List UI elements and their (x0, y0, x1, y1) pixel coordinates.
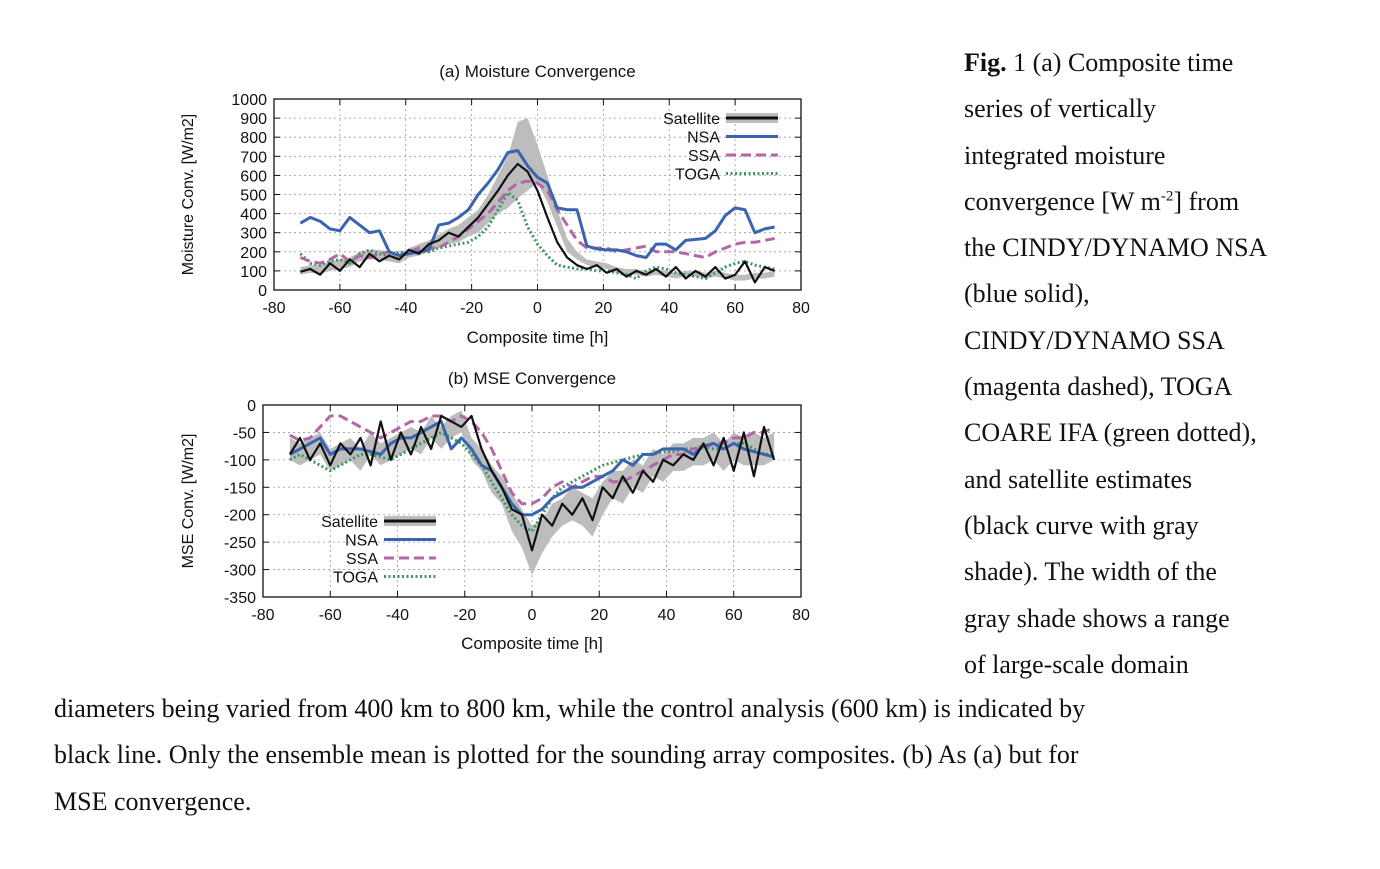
caption-line-5: the CINDY/DYNAMO NSA (964, 233, 1268, 263)
y-tick-label: 200 (240, 245, 267, 262)
legend-label: NSA (345, 533, 378, 550)
caption-line-9: COARE IFA (green dotted), (964, 418, 1257, 448)
satellite-range-shade (289, 410, 775, 576)
y-tick-label: 600 (240, 168, 267, 185)
x-tick-label: -60 (319, 607, 342, 624)
caption-full-line-3: MSE convergence. (54, 786, 252, 816)
caption-line-10: and satellite estimates (964, 464, 1193, 494)
grid (274, 99, 801, 290)
y-axis-label: Moisture Conv. [W/m2] (180, 114, 197, 276)
caption-line-11: (black curve with gray (964, 510, 1199, 540)
series-line-nsa (299, 149, 775, 260)
y-tick-label: -350 (224, 590, 256, 607)
x-tick-label: 80 (792, 607, 810, 624)
caption-full-line-2: black line. Only the ensemble mean is pl… (54, 740, 1079, 770)
y-tick-label: 1000 (231, 92, 267, 109)
series-line-nsa (289, 419, 775, 517)
x-tick-label: -80 (262, 300, 285, 317)
x-tick-label: -80 (251, 607, 274, 624)
caption-units-superscript: -2 (1160, 188, 1174, 205)
y-tick-label: 800 (240, 130, 267, 147)
x-tick-label: 0 (533, 300, 542, 317)
y-tick-label: 0 (258, 283, 267, 300)
mse-convergence-chart: -80 -60 -40 -20 0 20 40 60 800-50-100-150-200-25… (180, 369, 810, 653)
caption-line-12: shade). The width of the (964, 557, 1217, 587)
caption-line-2: series of vertically (964, 94, 1157, 124)
caption-line-4: convergence [W m-2] from (964, 186, 1240, 216)
x-tick-label: 20 (590, 607, 608, 624)
chart-title: (a) Moisture Convergence (439, 62, 636, 81)
legend-label: TOGA (675, 167, 720, 184)
legend-label: SSA (346, 551, 378, 568)
x-tick-label: 20 (594, 300, 612, 317)
legend-label: NSA (687, 130, 720, 147)
satellite-range-shade (300, 118, 775, 281)
x-tick-label: 60 (725, 607, 743, 624)
series-line-toga (299, 191, 775, 281)
y-tick-label: 900 (240, 111, 267, 128)
y-tick-label: -200 (224, 508, 256, 525)
x-tick-label: 60 (726, 300, 744, 317)
y-tick-label: 100 (240, 264, 267, 281)
caption-line-7: CINDY/DYNAMO SSA (964, 325, 1225, 355)
y-tick-label: 400 (240, 207, 267, 224)
series-line-satellite (300, 162, 776, 284)
x-tick-label: 40 (660, 300, 678, 317)
y-tick-label: -100 (224, 453, 256, 470)
chart-title: (b) MSE Convergence (448, 369, 616, 388)
caption-full-line-1: diameters being varied from 400 km to 80… (54, 694, 1086, 723)
y-tick-label: -250 (224, 535, 256, 552)
x-tick-label: 80 (792, 300, 810, 317)
y-tick-label: -150 (224, 480, 256, 497)
caption-fig-label: Fig. (964, 48, 1007, 77)
y-tick-label: -50 (233, 425, 256, 442)
x-axis-label: Composite time [h] (467, 328, 609, 347)
x-tick-label: -40 (394, 300, 417, 317)
legend-label: TOGA (333, 570, 378, 587)
caption-line-3: integrated moisture (964, 140, 1166, 170)
series-line-ssa (299, 179, 775, 265)
x-tick-label: -40 (386, 607, 409, 624)
y-tick-label: 300 (240, 226, 267, 243)
y-tick-label: 0 (247, 398, 256, 415)
x-tick-label: -20 (460, 300, 483, 317)
caption-line-1: Fig. 1 (a) Composite time (964, 48, 1234, 77)
caption-line-13: gray shade shows a range (964, 603, 1230, 633)
x-tick-label: -60 (328, 300, 351, 317)
caption-column: Fig. 1 (a) Composite time series of vert… (964, 40, 1344, 688)
y-axis-label: MSE Conv. [W/m2] (180, 434, 197, 569)
x-tick-label: 40 (658, 607, 676, 624)
legend-label: SSA (688, 148, 720, 165)
caption-line-6: (blue solid), (964, 279, 1090, 309)
y-tick-label: 700 (240, 149, 267, 166)
series-line-toga (289, 430, 775, 533)
caption-line-8: (magenta dashed), TOGA (964, 372, 1233, 402)
moisture-convergence-chart: -80 -60 -40 -20 0 20 40 60 800100200300400500600… (180, 62, 810, 347)
series-line-satellite (288, 414, 776, 552)
caption-line-14: of large-scale domain (964, 649, 1189, 679)
y-tick-label: 500 (240, 188, 267, 205)
x-tick-label: -20 (453, 607, 476, 624)
series-line-ssa (289, 414, 775, 506)
y-tick-label: -300 (224, 563, 256, 580)
x-axis-label: Composite time [h] (461, 634, 603, 653)
caption-continuation: diameters being varied from 400 km to 80… (54, 686, 1344, 825)
x-tick-label: 0 (528, 607, 537, 624)
legend-label: Satellite (663, 111, 720, 128)
legend-label: Satellite (321, 514, 378, 531)
